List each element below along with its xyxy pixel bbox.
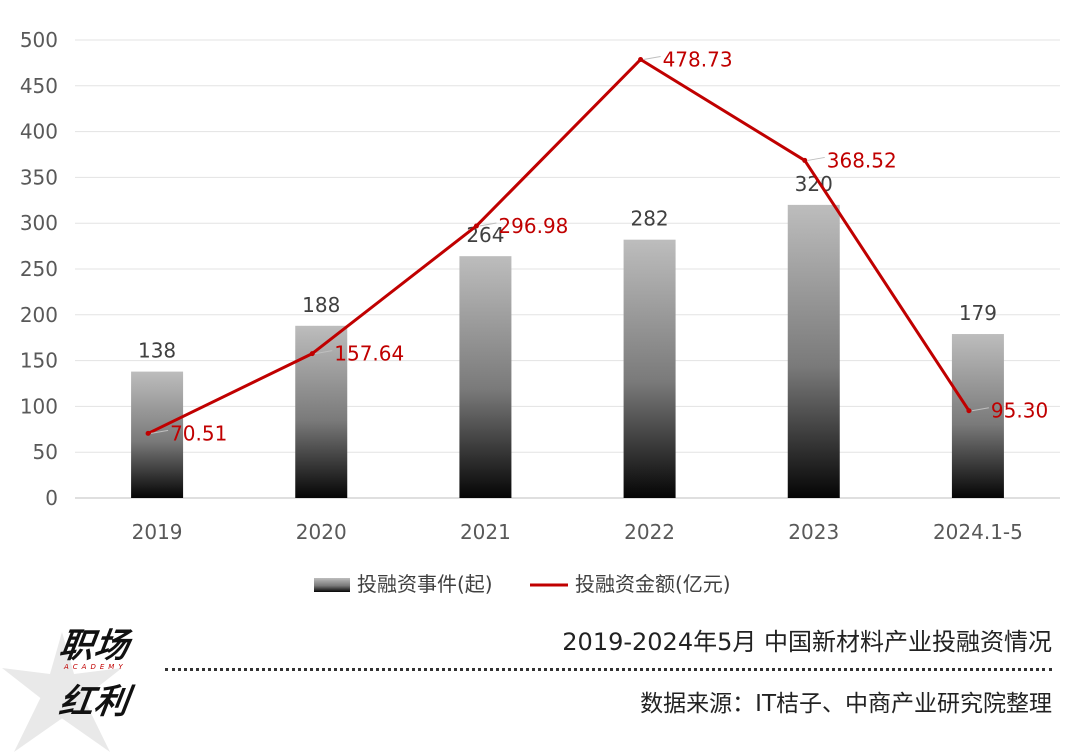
line-path bbox=[147, 57, 971, 435]
line-data-label: 296.98 bbox=[498, 214, 568, 238]
bar-data-label: 179 bbox=[959, 301, 997, 325]
x-tick-label: 2024.1-5 bbox=[933, 520, 1023, 544]
bar-data-label: 188 bbox=[302, 293, 340, 317]
y-tick-label: 400 bbox=[20, 120, 58, 144]
bar-data-label: 138 bbox=[138, 339, 176, 363]
bar bbox=[951, 334, 1004, 498]
line-data-label: 70.51 bbox=[170, 421, 227, 445]
bar bbox=[623, 239, 676, 499]
source-note: 数据来源：IT桔子、中商产业研究院整理 bbox=[640, 691, 1052, 717]
y-tick-label: 500 bbox=[20, 28, 58, 52]
chart-title: 2019-2024年5月 中国新材料产业投融资情况 bbox=[562, 628, 1052, 656]
y-tick-label: 150 bbox=[20, 349, 58, 373]
leader-line bbox=[315, 350, 333, 355]
dotted-divider bbox=[165, 668, 1052, 671]
y-tick-label: 450 bbox=[20, 74, 58, 98]
bar bbox=[787, 204, 840, 498]
line-data-label: 368.52 bbox=[827, 148, 897, 172]
y-tick-label: 100 bbox=[20, 394, 58, 418]
leader-line bbox=[479, 222, 497, 227]
leader-line bbox=[643, 55, 661, 60]
x-tick-label: 2022 bbox=[624, 520, 675, 544]
legend-swatch-bars bbox=[314, 578, 350, 592]
legend-label-bars: 投融资事件(起) bbox=[357, 572, 493, 596]
y-tick-label: 0 bbox=[45, 486, 58, 510]
line-data-label: 157.64 bbox=[334, 342, 404, 366]
line-point bbox=[309, 351, 315, 357]
logo-line1: 职场 bbox=[56, 626, 133, 666]
y-tick-label: 300 bbox=[20, 211, 58, 235]
line-data-label: 95.30 bbox=[991, 399, 1048, 423]
x-axis: 2019 2020 2021 2022 2023 2024.1-5 bbox=[132, 520, 1023, 544]
bar bbox=[295, 325, 348, 498]
legend-label-line: 投融资金额(亿元) bbox=[575, 572, 731, 596]
line-point bbox=[802, 157, 808, 163]
leader-line bbox=[150, 429, 169, 434]
bar bbox=[459, 256, 512, 498]
bar-data-label: 282 bbox=[630, 207, 668, 231]
y-tick-label: 50 bbox=[33, 440, 58, 464]
brand-logo: 职场 ACADEMY 红利 bbox=[2, 618, 170, 752]
x-tick-label: 2023 bbox=[788, 520, 839, 544]
y-tick-label: 200 bbox=[20, 303, 58, 327]
footer: 职场 ACADEMY 红利 2019-2024年5月 中国新材料产业投融资情况 … bbox=[0, 600, 1080, 752]
logo-tag: ACADEMY bbox=[64, 663, 127, 671]
leader-line bbox=[971, 407, 990, 412]
leader-line bbox=[807, 156, 825, 161]
bar bbox=[131, 371, 184, 498]
x-tick-label: 2021 bbox=[460, 520, 511, 544]
y-tick-label: 350 bbox=[20, 165, 58, 189]
line-data-label: 478.73 bbox=[663, 47, 733, 71]
line-point bbox=[473, 223, 479, 229]
logo-line2: 红利 bbox=[56, 682, 133, 722]
line-point bbox=[145, 430, 151, 436]
legend: 投融资事件(起) 投融资金额(亿元) bbox=[314, 572, 731, 596]
line-point bbox=[966, 408, 972, 414]
y-axis: 0 50 100 150 200 250 300 350 400 450 500 bbox=[20, 28, 58, 510]
y-tick-label: 250 bbox=[20, 257, 58, 281]
x-tick-label: 2019 bbox=[132, 520, 183, 544]
line-point bbox=[638, 56, 644, 62]
x-tick-label: 2020 bbox=[296, 520, 347, 544]
line-series: 70.51 157.64 296.98 478.73 368.52 95.30 bbox=[145, 47, 1048, 445]
